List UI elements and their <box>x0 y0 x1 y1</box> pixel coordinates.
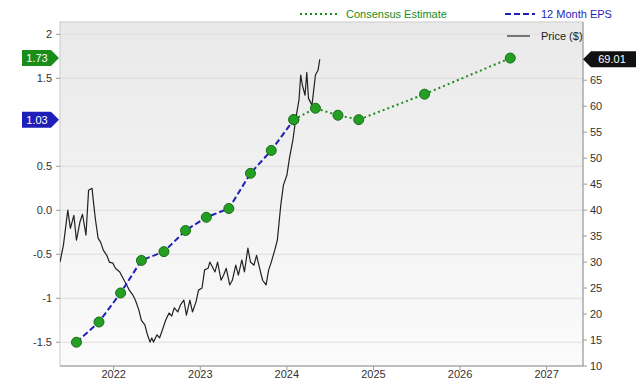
y2-tick <box>583 106 587 107</box>
series-marker <box>505 53 515 63</box>
y2-tick <box>583 184 587 185</box>
x-tick-label: 2026 <box>448 368 472 380</box>
legend-swatch <box>300 13 340 15</box>
series-marker <box>224 204 234 214</box>
series-marker <box>266 145 276 155</box>
plot-area <box>60 53 515 347</box>
y2-tick-label: 25 <box>590 282 602 294</box>
y2-tick-label: 30 <box>590 256 602 268</box>
x-tick-label: 2027 <box>534 368 558 380</box>
y-tick <box>56 342 60 343</box>
y2-tick-label: 35 <box>590 230 602 242</box>
y-tick-label: -1 <box>42 292 52 304</box>
legend-swatch <box>507 35 530 37</box>
series-marker <box>289 115 299 125</box>
y-tick <box>56 78 60 79</box>
series-marker <box>94 317 104 327</box>
legend-label: Consensus Estimate <box>346 8 447 20</box>
grid-line <box>60 166 583 167</box>
y2-tick-label: 15 <box>590 334 602 346</box>
y2-tick <box>583 158 587 159</box>
grid-line <box>60 34 583 35</box>
value-tag-label: 1.03 <box>26 114 47 126</box>
y-tick-label: 2 <box>46 28 52 40</box>
value-tag-label: 69.01 <box>598 53 626 65</box>
y2-tick <box>583 262 587 263</box>
x-tick-label: 2022 <box>101 368 125 380</box>
series-marker <box>201 212 211 222</box>
series-marker <box>333 110 343 120</box>
y2-tick <box>583 80 587 81</box>
y2-tick-label: 45 <box>590 178 602 190</box>
legend-label: Price ($) <box>541 30 583 42</box>
series-line <box>60 59 320 342</box>
grid-line <box>60 78 583 79</box>
y2-tick-label: 50 <box>590 152 602 164</box>
series-marker <box>310 103 320 113</box>
y2-tick <box>583 288 587 289</box>
chart: 202220232024202520262027-1.5-1-0.50.00.5… <box>0 0 640 380</box>
y2-tick <box>583 340 587 341</box>
y-tick-label: 0.5 <box>37 160 52 172</box>
value-tag-label: 1.73 <box>26 52 47 64</box>
value-tag <box>583 51 636 67</box>
x-tick-label: 2025 <box>361 368 385 380</box>
series-marker <box>289 115 299 125</box>
y2-tick-label: 60 <box>590 100 602 112</box>
y-tick <box>56 166 60 167</box>
y2-tick <box>583 366 587 367</box>
grid-line <box>60 342 583 343</box>
y-tick-label: 0.0 <box>37 204 52 216</box>
series-line <box>294 58 510 120</box>
series-marker <box>71 337 81 347</box>
y2-tick-label: 65 <box>590 74 602 86</box>
y-tick-label: -0.5 <box>33 248 52 260</box>
y-tick <box>56 34 60 35</box>
grid-line <box>60 254 583 255</box>
value-tag <box>22 50 59 66</box>
plot-background <box>60 22 583 366</box>
y2-tick <box>583 210 587 211</box>
grid-line <box>60 298 583 299</box>
y-tick <box>56 254 60 255</box>
series-marker <box>354 115 364 125</box>
y2-tick-label: 10 <box>590 360 602 372</box>
series-line <box>76 120 293 343</box>
series-marker <box>159 247 169 257</box>
x-tick-label: 2024 <box>275 368 299 380</box>
y-tick <box>56 210 60 211</box>
series-marker <box>420 89 430 99</box>
value-tag <box>22 112 59 128</box>
y2-tick <box>583 132 587 133</box>
y-tick-label: 1.5 <box>37 72 52 84</box>
y-tick-label: -1.5 <box>33 336 52 348</box>
series-marker <box>245 168 255 178</box>
series-marker <box>136 255 146 265</box>
y-tick <box>56 298 60 299</box>
y2-tick-label: 20 <box>590 308 602 320</box>
legend-swatch <box>505 13 535 15</box>
grid-line <box>60 210 583 211</box>
y2-tick <box>583 236 587 237</box>
legend: Consensus Estimate 12 Month EPS Price ($) <box>300 8 612 42</box>
series-marker <box>181 226 191 236</box>
x-tick-label: 2023 <box>188 368 212 380</box>
x-axis <box>60 366 583 367</box>
series-marker <box>116 288 126 298</box>
plot-frame <box>60 22 583 366</box>
y2-tick <box>583 314 587 315</box>
legend-label: 12 Month EPS <box>541 8 612 20</box>
y2-tick-label: 55 <box>590 126 602 138</box>
y2-tick-label: 40 <box>590 204 602 216</box>
